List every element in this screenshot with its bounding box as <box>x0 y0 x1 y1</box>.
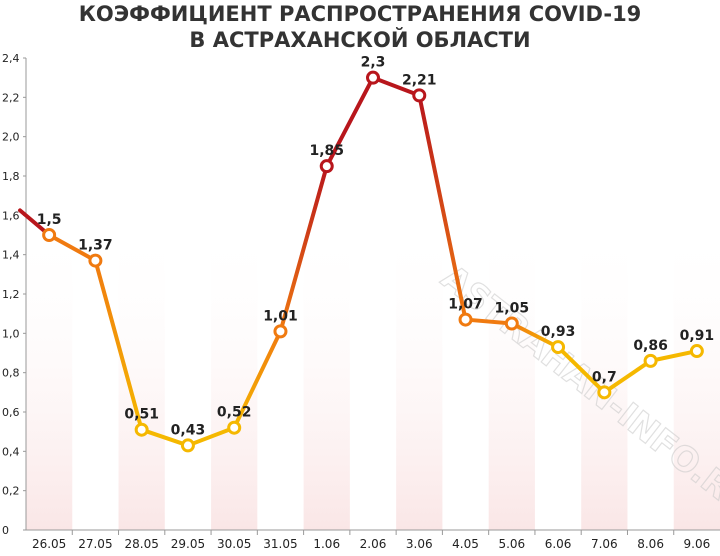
background-bands <box>26 58 720 530</box>
data-label: 1,37 <box>78 238 113 254</box>
background-band <box>26 58 73 530</box>
y-tick-label: 1,6 <box>2 209 20 222</box>
y-tick-label: 1,2 <box>2 288 20 301</box>
data-label: 1,85 <box>309 143 344 159</box>
data-point <box>42 228 57 242</box>
data-label: 0,86 <box>633 338 668 354</box>
data-label: 2,3 <box>361 55 386 71</box>
line-segment <box>324 75 375 169</box>
data-point <box>180 438 195 453</box>
y-tick-label: 1,8 <box>2 170 20 183</box>
line-segment <box>139 427 190 448</box>
line-segment <box>93 258 144 432</box>
chart-title-line-2: В АСТРАХАНСКОЙ ОБЛАСТИ <box>189 28 531 52</box>
x-tick-label: 1.06 <box>313 537 340 551</box>
data-point <box>551 340 566 355</box>
data-label: 0,7 <box>592 369 617 385</box>
y-tick-label: 2,2 <box>2 91 20 104</box>
x-tick-label: 3.06 <box>406 537 433 551</box>
y-tick-label: 0,6 <box>2 406 20 419</box>
background-band <box>488 58 535 530</box>
x-tick-label: 5.06 <box>498 537 525 551</box>
line-segment <box>509 321 561 350</box>
data-label: 1,07 <box>448 297 483 313</box>
data-label: 1,01 <box>263 308 298 324</box>
x-tick-label: 29.05 <box>171 537 205 551</box>
background-band <box>118 58 165 530</box>
x-tick-label: 9.06 <box>684 537 711 551</box>
line-segment <box>602 358 653 395</box>
x-tick-label: 31.05 <box>263 537 297 551</box>
data-point <box>597 385 612 400</box>
background-band <box>673 58 720 530</box>
y-tick-label: 0,8 <box>2 367 20 380</box>
data-point <box>134 422 149 437</box>
data-label: 0,43 <box>171 422 206 438</box>
y-tick-label: 2,0 <box>2 131 20 144</box>
y-tick-label: 2,4 <box>2 52 20 65</box>
x-tick-label: 6.06 <box>545 537 572 551</box>
data-point <box>689 344 704 359</box>
line-segment <box>648 349 699 363</box>
data-point <box>88 253 103 268</box>
y-tick-label: 1,0 <box>2 327 20 340</box>
line-segment <box>278 164 329 334</box>
data-point <box>643 353 658 368</box>
y-tick-label: 0,2 <box>2 485 20 498</box>
background-band <box>303 58 350 530</box>
chart-title-line-1: КОЭФФИЦИЕНТ РАСПРОСТРАНЕНИЯ COVID-19 <box>78 2 642 26</box>
x-tick-label: 7.06 <box>591 537 618 551</box>
data-labels: 1,5 1,37 0,51 0,43 0,52 1,01 1,85 2,3 2,21 1,07 1,… <box>37 55 714 439</box>
data-label: 0,91 <box>680 328 715 344</box>
y-tick-label: 0,4 <box>2 445 20 458</box>
data-label: 0,52 <box>217 405 252 421</box>
line-segment <box>232 329 283 430</box>
x-tick-label: 2.06 <box>360 537 387 551</box>
series-line <box>18 75 699 448</box>
data-point <box>273 324 288 339</box>
data-label: 2,21 <box>402 72 437 88</box>
data-label: 0,51 <box>124 407 159 423</box>
line-segment <box>417 93 468 322</box>
line-segment <box>371 75 422 98</box>
line-segment <box>463 317 514 326</box>
y-tick-label: 0 <box>2 524 9 537</box>
x-tick-label: 26.05 <box>32 537 66 551</box>
background-band <box>396 58 443 530</box>
data-points <box>42 70 704 453</box>
x-tick-label: 4.05 <box>452 537 479 551</box>
x-tick-label: 30.05 <box>217 537 251 551</box>
y-tick-label: 1,4 <box>2 249 20 262</box>
data-point <box>227 420 242 435</box>
data-point <box>504 316 519 331</box>
x-tick-label: 27.05 <box>78 537 112 551</box>
data-point <box>412 88 427 103</box>
axes: 0 0,2 0,4 0,6 0,8 1,0 1,2 1,4 1,6 1,8 2,0 2,2 2,4 26.… <box>2 52 720 551</box>
data-label: 1,05 <box>495 301 530 317</box>
background-band <box>211 58 258 530</box>
line-segment <box>47 233 98 263</box>
data-point <box>458 312 473 327</box>
data-label: 0,93 <box>541 324 576 340</box>
data-point <box>319 159 334 174</box>
x-tick-label: 8.06 <box>637 537 664 551</box>
line-segment <box>185 425 237 448</box>
line-segment <box>556 345 607 395</box>
data-label: 1,5 <box>37 212 62 228</box>
data-point <box>366 70 380 85</box>
x-tick-label: 28.05 <box>124 537 158 551</box>
background-band <box>581 58 628 530</box>
